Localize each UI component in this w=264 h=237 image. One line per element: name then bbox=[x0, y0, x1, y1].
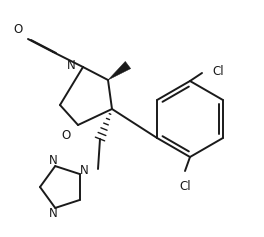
Polygon shape bbox=[108, 61, 131, 80]
Text: O: O bbox=[62, 129, 71, 142]
Text: O: O bbox=[14, 23, 23, 36]
Text: N: N bbox=[80, 164, 89, 177]
Text: Cl: Cl bbox=[212, 64, 224, 77]
Text: N: N bbox=[67, 59, 76, 72]
Text: N: N bbox=[49, 207, 58, 220]
Text: N: N bbox=[49, 154, 58, 167]
Text: Cl: Cl bbox=[179, 180, 191, 193]
